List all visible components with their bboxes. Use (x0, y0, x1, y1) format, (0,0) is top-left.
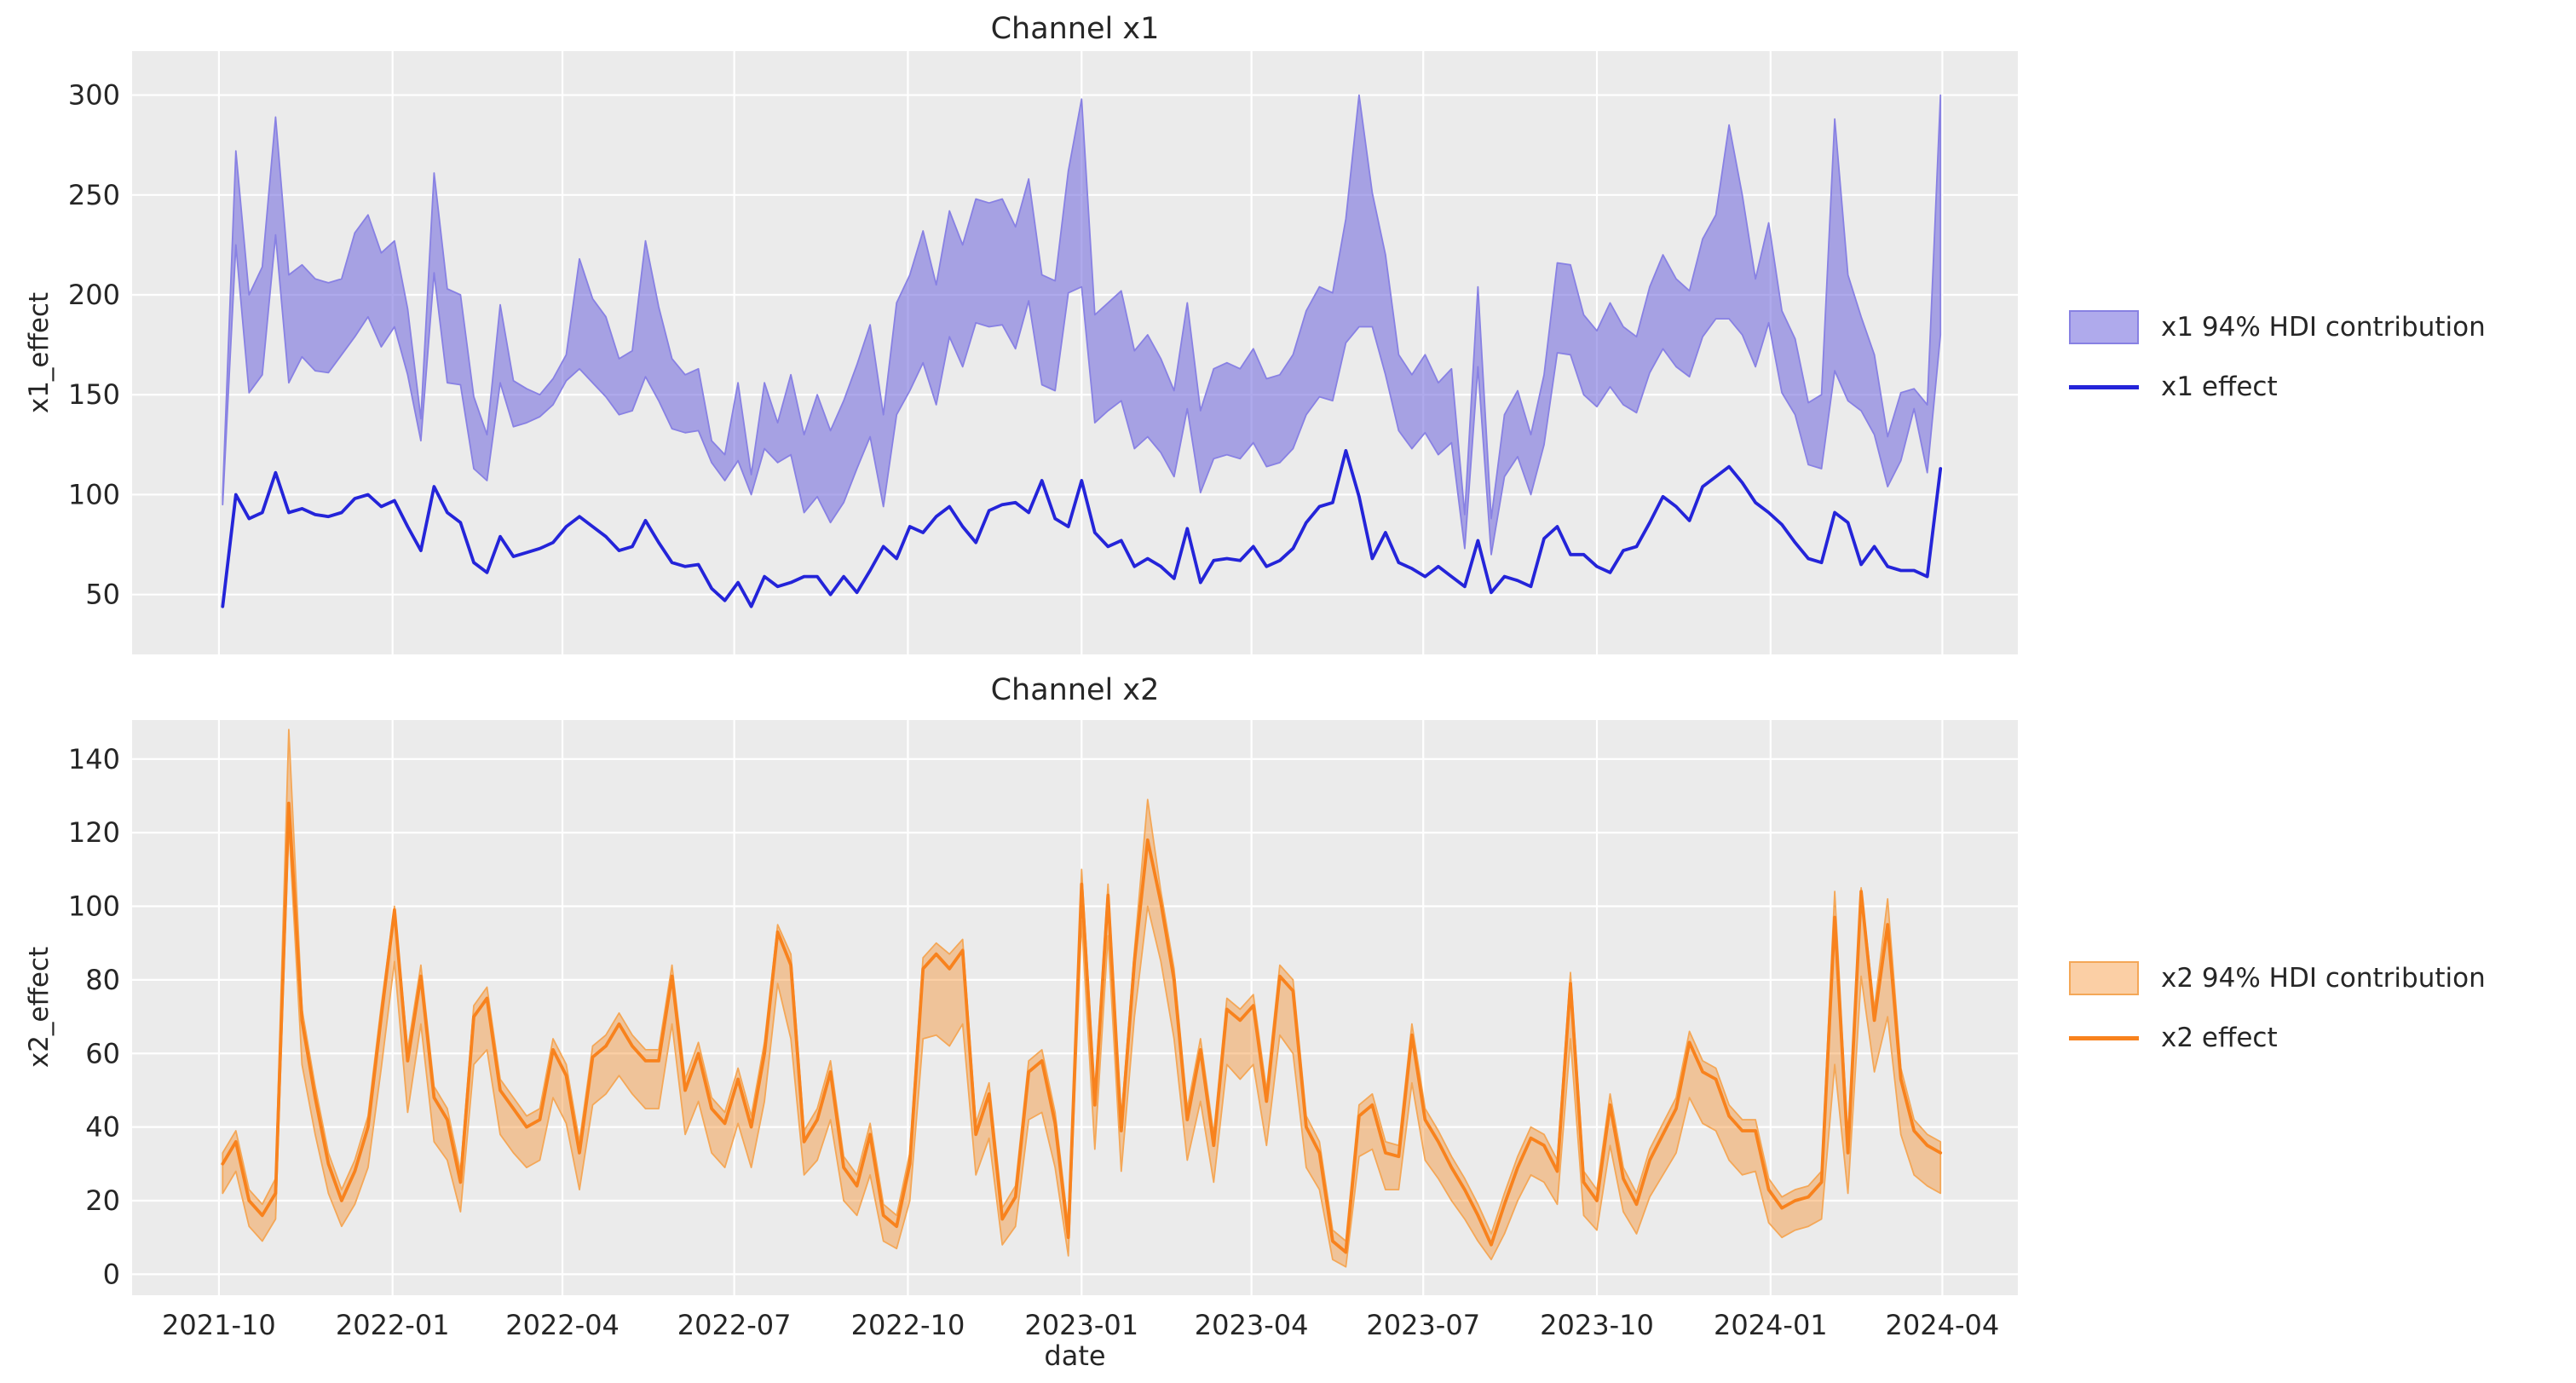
x1-effect-line-swatch (2069, 384, 2139, 389)
panel1-title: Channel x1 (990, 12, 1160, 46)
y-tick-label: 100 (68, 890, 120, 923)
y-tick-label: 0 (103, 1258, 120, 1290)
x1-hdi-band-swatch (2069, 310, 2139, 344)
y-tick-label: 120 (68, 816, 120, 849)
y-tick-label: 100 (68, 478, 120, 510)
panel1-legend: x1 94% HDI contribution x1 effect (2069, 303, 2486, 411)
panel2-legend: x2 94% HDI contribution x2 effect (2069, 954, 2486, 1062)
x-tick-label: 2021-10 (162, 1309, 276, 1341)
x-tick-label: 2023-04 (1195, 1309, 1309, 1341)
y-tick-label: 40 (85, 1111, 120, 1144)
x-tick-label: 2024-04 (1886, 1309, 2000, 1341)
panel2-y-axis-label: x2_effect (24, 946, 55, 1069)
x-tick-label: 2023-07 (1366, 1309, 1480, 1341)
effect-line (221, 449, 1943, 608)
legend-label: x2 effect (2161, 1023, 2278, 1053)
panel-1: 50 100 150 200 250 300 (68, 51, 2018, 654)
y-tick-label: 300 (68, 79, 120, 112)
legend-item-x2-effect: x2 effect (2069, 1014, 2486, 1062)
x-tick-label: 2022-04 (505, 1309, 620, 1341)
panel2-title: Channel x2 (990, 673, 1160, 707)
y-tick-label: 200 (68, 279, 120, 311)
legend-label: x2 94% HDI contribution (2161, 963, 2486, 994)
legend-label: x1 effect (2161, 372, 2278, 402)
x-tick-label: 2022-10 (851, 1309, 965, 1341)
y-tick-label: 140 (68, 743, 120, 775)
x-axis-label: date (1044, 1340, 1106, 1372)
y-tick-label: 250 (68, 179, 120, 211)
legend-item-x1-effect: x1 effect (2069, 363, 2486, 411)
hdi-band (222, 94, 1942, 556)
x-tick-label: 2023-10 (1540, 1309, 1654, 1341)
y-tick-label: 20 (85, 1184, 120, 1217)
x2-effect-line-swatch (2069, 1035, 2139, 1040)
legend-label: x1 94% HDI contribution (2161, 312, 2486, 343)
y-tick-label: 50 (85, 579, 120, 611)
panel-2: 0 20 40 60 80 100 120 140 2021-10 2022-01 2022-04 2… (68, 720, 2018, 1341)
legend-item-x2-hdi: x2 94% HDI contribution (2069, 954, 2486, 1002)
panel1-y-axis-label: x1_effect (24, 291, 55, 414)
y-tick-label: 60 (85, 1037, 120, 1069)
x-tick-label: 2022-07 (677, 1309, 792, 1341)
effect-line (221, 801, 1943, 1254)
x2-hdi-band-swatch (2069, 961, 2139, 995)
x-tick-label: 2022-01 (336, 1309, 450, 1341)
y-tick-label: 80 (85, 964, 120, 996)
x-tick-label: 2023-01 (1024, 1309, 1138, 1341)
legend-item-x1-hdi: x1 94% HDI contribution (2069, 303, 2486, 351)
x-tick-label: 2024-01 (1714, 1309, 1828, 1341)
y-tick-label: 150 (68, 378, 120, 411)
